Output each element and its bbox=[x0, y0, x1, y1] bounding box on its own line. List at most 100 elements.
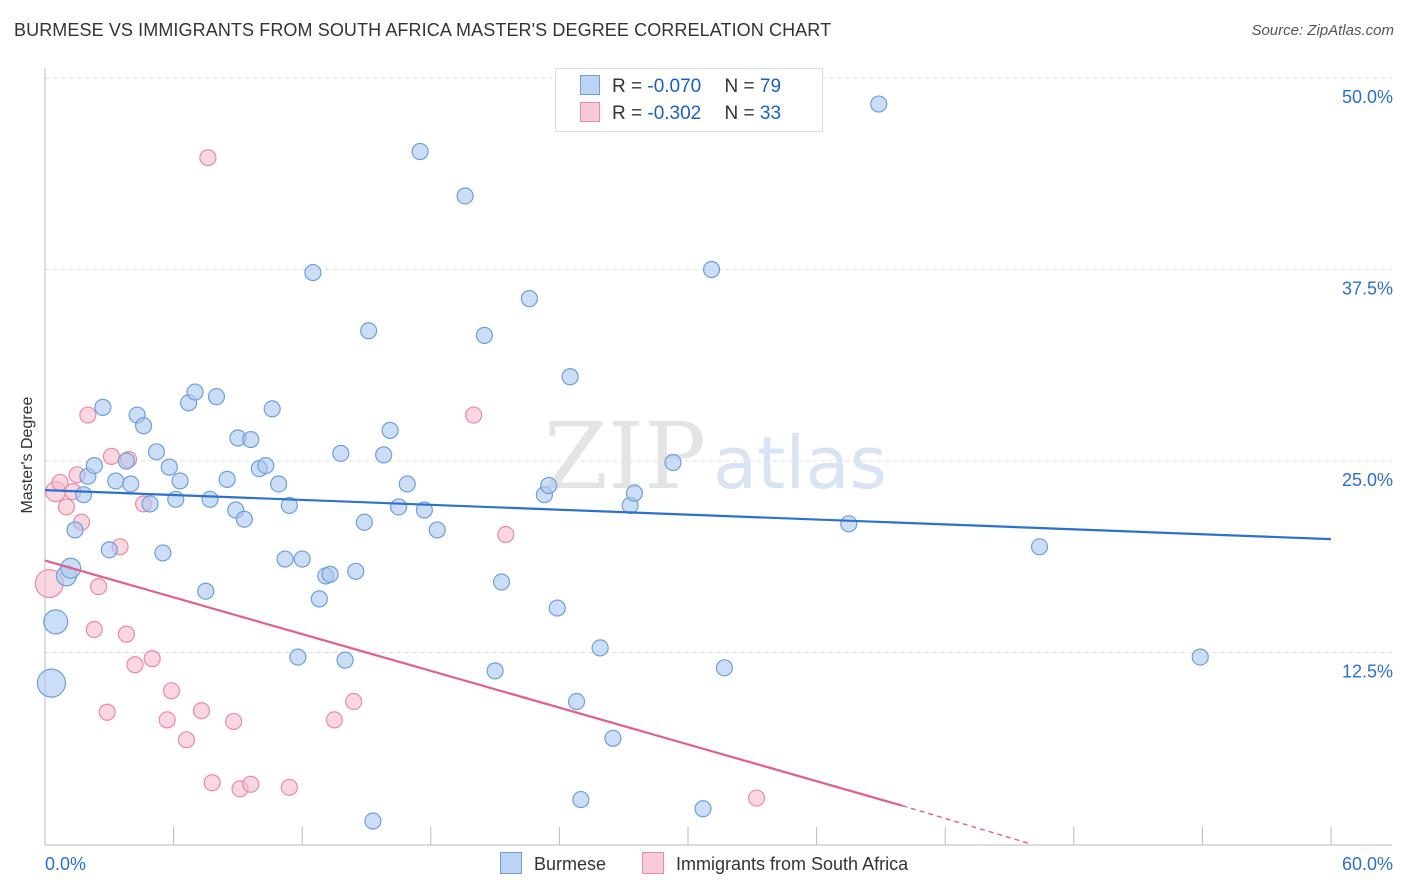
bottom-legend-swatch-south-africa bbox=[642, 852, 664, 874]
data-point-burmese bbox=[381, 421, 399, 439]
data-point-burmese bbox=[347, 562, 365, 580]
data-point-south-africa bbox=[89, 578, 108, 596]
data-point-burmese bbox=[702, 260, 721, 279]
data-point-burmese bbox=[134, 417, 153, 435]
data-point-burmese bbox=[270, 475, 288, 493]
data-point-burmese bbox=[375, 446, 393, 464]
data-point-burmese bbox=[235, 510, 253, 528]
data-point-burmese bbox=[694, 800, 712, 818]
data-point-burmese bbox=[625, 484, 644, 502]
data-point-south-africa bbox=[747, 789, 766, 807]
y-tick-labels: 12.5% 25.0% 37.5% 50.0% bbox=[1342, 87, 1393, 682]
data-point-south-africa bbox=[203, 774, 221, 792]
data-point-south-africa bbox=[325, 711, 343, 729]
legend-n-value-south-africa: 33 bbox=[759, 103, 782, 124]
data-point-burmese bbox=[840, 515, 858, 533]
y-tick-label: 12.5% bbox=[1342, 662, 1393, 682]
data-point-south-africa bbox=[143, 650, 161, 668]
data-point-burmese bbox=[289, 648, 307, 666]
data-point-burmese bbox=[591, 639, 609, 657]
data-point-south-africa bbox=[57, 498, 76, 516]
data-point-burmese bbox=[360, 322, 378, 340]
data-point-burmese bbox=[1030, 538, 1049, 556]
data-point-burmese bbox=[492, 573, 511, 591]
legend-row-burmese: R = -0.070 N = 79 bbox=[580, 75, 781, 99]
data-point-burmese bbox=[107, 472, 125, 490]
data-point-burmese bbox=[390, 498, 408, 516]
legend-r-label-burmese: R = bbox=[612, 76, 648, 97]
data-point-burmese bbox=[154, 544, 172, 562]
x-tick-label: 0.0% bbox=[45, 854, 86, 874]
data-point-burmese bbox=[561, 368, 579, 386]
data-point-burmese bbox=[572, 790, 590, 809]
data-point-burmese bbox=[456, 187, 474, 205]
data-point-burmese bbox=[36, 668, 67, 698]
data-point-burmese bbox=[242, 430, 260, 449]
data-point-south-africa bbox=[199, 149, 217, 167]
data-point-burmese bbox=[160, 458, 178, 476]
watermark-atlas: atlas bbox=[713, 421, 887, 505]
trend-line-burmese bbox=[44, 489, 1332, 541]
data-point-burmese bbox=[280, 496, 298, 515]
data-point-burmese bbox=[201, 490, 219, 508]
data-point-burmese bbox=[664, 453, 682, 472]
data-point-burmese bbox=[218, 470, 236, 488]
data-point-burmese bbox=[293, 550, 311, 568]
series-burmese-points bbox=[36, 95, 1209, 830]
y-tick-label: 50.0% bbox=[1342, 87, 1393, 107]
legend-n-label-burmese: N = bbox=[724, 76, 760, 97]
legend-r-value-burmese: -0.070 bbox=[647, 76, 702, 97]
data-point-burmese bbox=[74, 486, 93, 504]
data-point-burmese bbox=[486, 662, 504, 680]
legend-r-value-south-africa: -0.302 bbox=[647, 103, 702, 124]
data-point-burmese bbox=[567, 692, 586, 711]
data-point-burmese bbox=[411, 142, 429, 161]
data-point-south-africa bbox=[98, 703, 116, 721]
data-point-burmese bbox=[85, 456, 103, 475]
data-point-burmese bbox=[147, 443, 166, 461]
data-point-south-africa bbox=[162, 682, 181, 700]
source-label: Source: ZipAtlas.com bbox=[1251, 22, 1394, 39]
x-tick-label: 60.0% bbox=[1342, 854, 1393, 874]
data-point-south-africa bbox=[158, 711, 176, 729]
data-point-burmese bbox=[167, 490, 185, 508]
legend-swatch-burmese bbox=[580, 75, 600, 95]
data-point-burmese bbox=[520, 290, 538, 308]
data-point-south-africa bbox=[280, 778, 298, 796]
legend-swatch-south-africa bbox=[580, 102, 600, 122]
data-point-south-africa bbox=[177, 731, 196, 749]
data-point-burmese bbox=[276, 550, 294, 568]
data-point-burmese bbox=[428, 521, 446, 539]
data-point-burmese bbox=[870, 95, 888, 113]
data-point-burmese bbox=[310, 590, 328, 608]
bottom-legend-label-south-africa: Immigrants from South Africa bbox=[676, 854, 909, 874]
trend-lines bbox=[44, 489, 1332, 845]
data-point-burmese bbox=[43, 609, 69, 635]
trend-line-south-africa-extension bbox=[902, 805, 1032, 845]
x-tick-labels: 0.0% 60.0% bbox=[45, 854, 1393, 874]
bottom-legend-burmese: Burmese bbox=[500, 852, 606, 875]
data-point-south-africa bbox=[345, 692, 363, 711]
data-point-burmese bbox=[415, 501, 433, 519]
legend-n-value-burmese: 79 bbox=[759, 76, 782, 97]
legend-r-label-south-africa: R = bbox=[612, 103, 648, 124]
data-point-south-africa bbox=[465, 406, 483, 424]
trend-line-south-africa bbox=[44, 559, 903, 807]
data-point-burmese bbox=[197, 582, 215, 600]
data-point-south-africa bbox=[225, 712, 243, 731]
series-south-africa-points bbox=[34, 149, 766, 807]
data-point-burmese bbox=[1191, 648, 1209, 666]
data-point-burmese bbox=[364, 812, 382, 830]
data-point-south-africa bbox=[85, 620, 103, 639]
y-tick-label: 37.5% bbox=[1342, 279, 1393, 299]
data-point-burmese bbox=[548, 599, 566, 617]
bottom-legend-south-africa: Immigrants from South Africa bbox=[642, 852, 908, 875]
data-point-burmese bbox=[207, 388, 226, 406]
data-point-burmese bbox=[66, 521, 84, 539]
data-point-burmese bbox=[321, 565, 339, 583]
data-point-south-africa bbox=[242, 775, 260, 793]
data-point-burmese bbox=[141, 495, 159, 513]
data-point-south-africa bbox=[117, 625, 136, 643]
data-point-burmese bbox=[117, 452, 136, 470]
